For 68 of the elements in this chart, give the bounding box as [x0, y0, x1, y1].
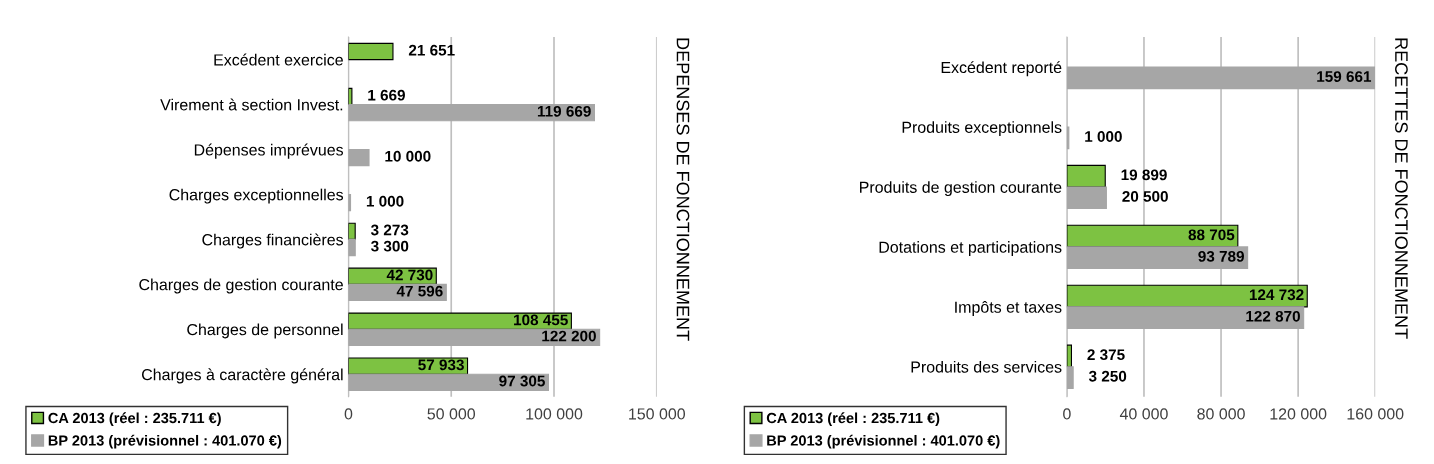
data-label: 119 669 [537, 105, 591, 117]
y-tick-label: Produits des services [911, 360, 1062, 373]
data-label: 108 455 [514, 314, 568, 326]
bar [1066, 66, 1376, 90]
x-tick-label: 160 000 [1347, 408, 1404, 420]
data-label: 42 730 [386, 269, 433, 281]
x-tick-label: 0 [344, 408, 353, 420]
legend-label: BP 2013 (prévisionnel : 401.070 €) [48, 434, 282, 449]
x-tick-label: 40 000 [1119, 408, 1168, 420]
bar [1066, 164, 1106, 188]
legend-label: BP 2013 (prévisionnel : 401.070 €) [767, 434, 1000, 449]
y-tick-label: Impôts et taxes [955, 301, 1062, 316]
y2-axis-title: RECETTES DE FONCTIONNEMENT [1395, 38, 1408, 339]
data-label: 159 661 [1317, 71, 1372, 82]
data-label: 93 789 [1198, 250, 1244, 262]
x-tick-label: 0 [1063, 408, 1071, 420]
legend-label: CA 2013 (réel : 235.711 €) [48, 412, 221, 427]
data-label: 1 000 [1085, 131, 1122, 142]
data-label: 88 705 [1188, 229, 1235, 241]
x-tick-label: 80 000 [1197, 408, 1245, 420]
y-tick-label: Excédent exercice [214, 53, 343, 66]
bar [348, 373, 550, 391]
bar [1066, 306, 1305, 329]
bar [1066, 344, 1073, 368]
bar [348, 148, 370, 167]
y2-axis-title: DEPENSES DE FONCTIONNEMENT [676, 38, 690, 341]
y-tick-label: Produits de gestion courante [860, 181, 1062, 197]
data-label: 3 250 [1088, 370, 1127, 382]
data-label: 124 732 [1249, 289, 1304, 301]
data-label: 57 933 [418, 359, 464, 371]
bar [348, 238, 356, 257]
data-label: 2 375 [1087, 349, 1125, 361]
bar [1066, 246, 1249, 270]
y-tick-label: Charges de personnel [187, 323, 343, 339]
bar [348, 87, 353, 106]
y-tick-label: Charges à caractère général [142, 368, 343, 384]
data-label: 3 300 [371, 240, 409, 252]
data-label: 1 000 [366, 195, 404, 207]
x-tick-label: 100 000 [526, 408, 583, 420]
x-tick-label: 120 000 [1270, 408, 1327, 420]
data-label: 21 651 [408, 44, 455, 56]
data-label: 122 200 [542, 330, 596, 342]
y-tick-label: Charges exceptionnelles [169, 188, 344, 204]
x-tick-label: 150 000 [629, 408, 686, 420]
bar [1066, 186, 1107, 210]
bar [348, 312, 572, 330]
data-label: 122 870 [1246, 310, 1300, 322]
bar [1066, 366, 1074, 389]
bar [348, 328, 601, 347]
data-label: 20 500 [1122, 191, 1168, 202]
y-tick-label: Dotations et participations [879, 241, 1062, 256]
data-label: 97 305 [499, 375, 545, 387]
y-tick-label: Charges financières [202, 233, 344, 249]
bar [348, 42, 394, 61]
y-tick-label: Excédent reporté [941, 61, 1062, 77]
data-label: 1 669 [368, 89, 405, 101]
bar [348, 103, 595, 122]
data-label: 10 000 [385, 150, 431, 162]
y-tick-label: Produits exceptionnels [902, 121, 1062, 137]
y-tick-label: Dépenses imprévues [194, 143, 344, 159]
data-label: 19 899 [1121, 169, 1167, 181]
legend-label: CA 2013 (réel : 235.711 €) [766, 412, 940, 427]
x-tick-label: 50 000 [427, 408, 476, 420]
bar [348, 222, 356, 240]
data-label: 47 596 [396, 285, 443, 297]
data-label: 3 273 [370, 224, 409, 236]
y-tick-label: Charges de gestion courante [139, 278, 343, 294]
y-tick-label: Virement à section Invest. [160, 98, 343, 111]
